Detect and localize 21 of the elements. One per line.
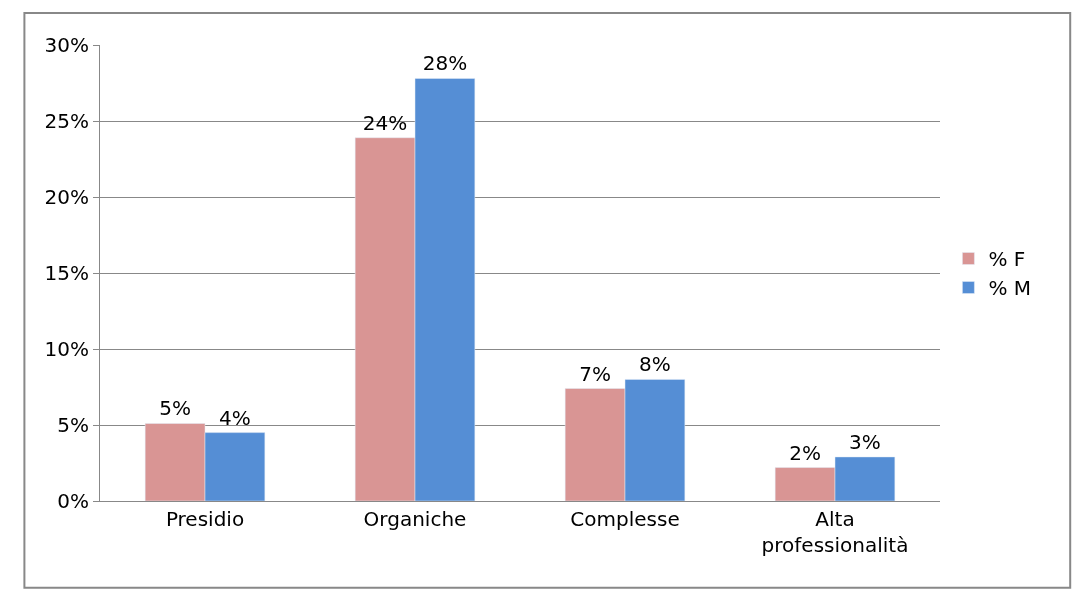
y-tick-label: 20% [44, 185, 89, 209]
data-label: 28% [422, 51, 468, 76]
y-tick-label: 10% [44, 337, 89, 361]
data-label: 8% [639, 352, 671, 377]
y-tick-label: 0% [57, 489, 89, 513]
data-label: 2% [789, 440, 821, 465]
data-label: 4% [219, 405, 251, 430]
x-tick-label: Alta professionalità [761, 507, 909, 557]
y-tick-label: 30% [44, 33, 89, 57]
x-tick-label: Presidio [165, 507, 245, 531]
x-tick-label: Organiche [363, 507, 467, 531]
data-label: 5% [159, 396, 191, 421]
legend-label: % F [988, 247, 1026, 272]
y-tick-label: 5% [57, 413, 89, 437]
data-label: 3% [849, 429, 881, 454]
data-label: 24% [362, 110, 408, 135]
x-tick-label: Complesse [570, 507, 680, 531]
y-tick-label: 25% [44, 109, 89, 133]
data-label: 7% [579, 361, 611, 386]
legend-label: % M [988, 276, 1032, 301]
y-tick-label: 15% [44, 261, 89, 285]
